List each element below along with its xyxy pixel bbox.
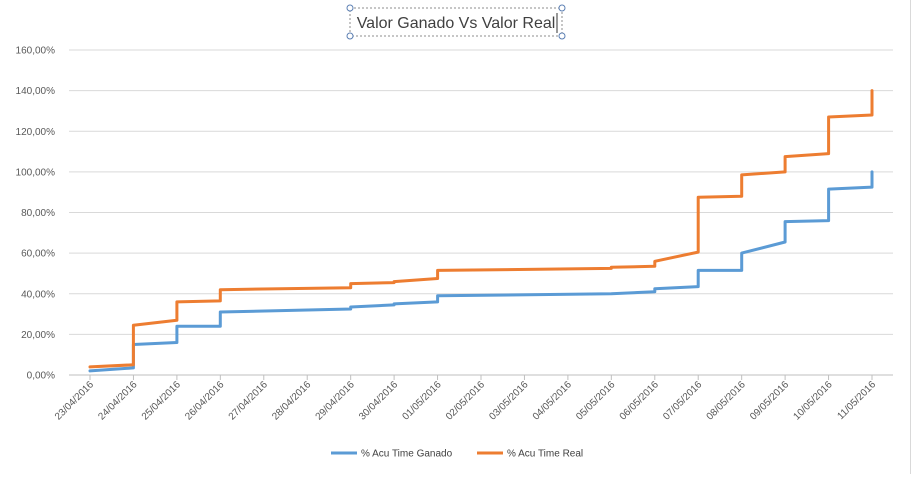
y-tick-label: 60,00% xyxy=(21,249,55,260)
series-line-ganado[interactable] xyxy=(88,170,874,373)
x-tick-label: 09/05/2016 xyxy=(748,379,791,422)
legend[interactable]: % Acu Time Ganado % Acu Time Real xyxy=(331,449,583,460)
x-tick-label: 05/05/2016 xyxy=(574,379,617,422)
y-tick-label: 40,00% xyxy=(21,289,55,300)
resize-handle-tl[interactable] xyxy=(346,4,354,12)
y-tick-label: 0,00% xyxy=(27,371,55,382)
y-tick-label: 80,00% xyxy=(21,208,55,219)
legend-label: % Acu Time Real xyxy=(507,449,583,460)
resize-handle-bl[interactable] xyxy=(346,32,354,40)
y-tick-label: 100,00% xyxy=(16,167,56,178)
y-tick-label: 140,00% xyxy=(16,86,56,97)
x-tick-label: 30/04/2016 xyxy=(357,379,400,422)
x-tick-label: 01/05/2016 xyxy=(400,379,443,422)
x-tick-label: 27/04/2016 xyxy=(227,379,270,422)
chart-title: Valor Ganado Vs Valor Real xyxy=(357,15,556,32)
gridlines xyxy=(69,49,893,335)
x-tick-label: 29/04/2016 xyxy=(314,379,357,422)
legend-label: % Acu Time Ganado xyxy=(361,449,453,460)
x-tick-label: 04/05/2016 xyxy=(531,379,574,422)
y-axis: 0,00% 20,00% 40,00% 60,00% 80,00% 100,00% 120,… xyxy=(16,46,56,382)
y-tick-label: 20,00% xyxy=(21,330,55,341)
series-line-real[interactable] xyxy=(88,89,874,369)
x-tick-label: 11/05/2016 xyxy=(835,379,878,422)
y-tick-label: 160,00% xyxy=(16,46,56,57)
x-tick-label: 06/05/2016 xyxy=(618,379,661,422)
legend-item[interactable]: % Acu Time Real xyxy=(477,449,583,460)
x-tick-label: 07/05/2016 xyxy=(661,379,704,422)
resize-handle-tr[interactable] xyxy=(558,4,566,12)
x-tick-label: 26/04/2016 xyxy=(183,379,226,422)
legend-item[interactable]: % Acu Time Ganado xyxy=(331,449,453,460)
x-axis: 23/04/2016 24/04/2016 25/04/2016 26/04/2016… xyxy=(53,374,893,423)
y-tick-label: 120,00% xyxy=(16,127,56,138)
series-lines xyxy=(88,89,874,373)
x-tick-label: 25/04/2016 xyxy=(140,379,183,422)
x-tick-label: 10/05/2016 xyxy=(791,379,834,422)
x-tick-label: 28/04/2016 xyxy=(270,379,313,422)
resize-handle-br[interactable] xyxy=(558,32,566,40)
chart-title-box[interactable]: Valor Ganado Vs Valor Real xyxy=(346,4,566,40)
x-tick-label: 24/04/2016 xyxy=(96,379,139,422)
x-tick-label: 03/05/2016 xyxy=(487,379,530,422)
spreadsheet-strip xyxy=(0,474,912,480)
x-tick-label: 23/04/2016 xyxy=(53,379,96,422)
x-tick-label: 02/05/2016 xyxy=(444,379,487,422)
x-tick-label: 08/05/2016 xyxy=(705,379,748,422)
